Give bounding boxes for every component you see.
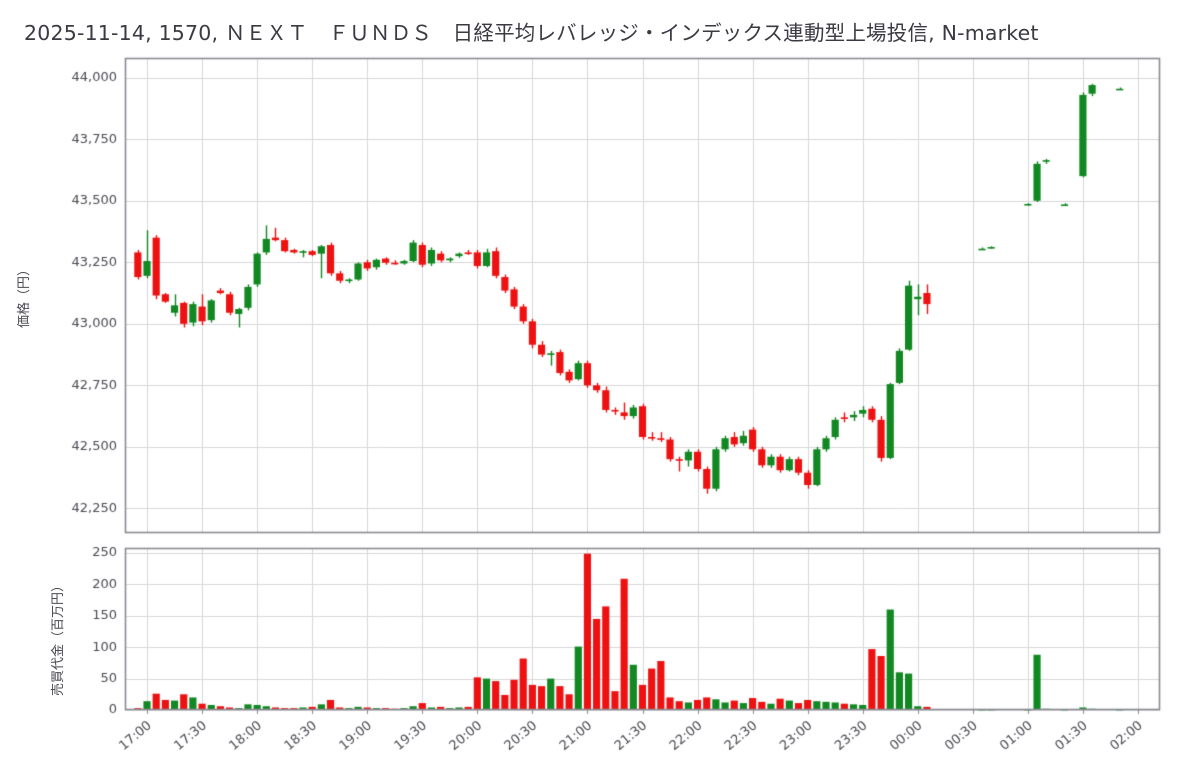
volume-axis-label: 売買代金（百万円） xyxy=(51,578,67,697)
price-axis-label: 価格（円） xyxy=(17,262,33,329)
